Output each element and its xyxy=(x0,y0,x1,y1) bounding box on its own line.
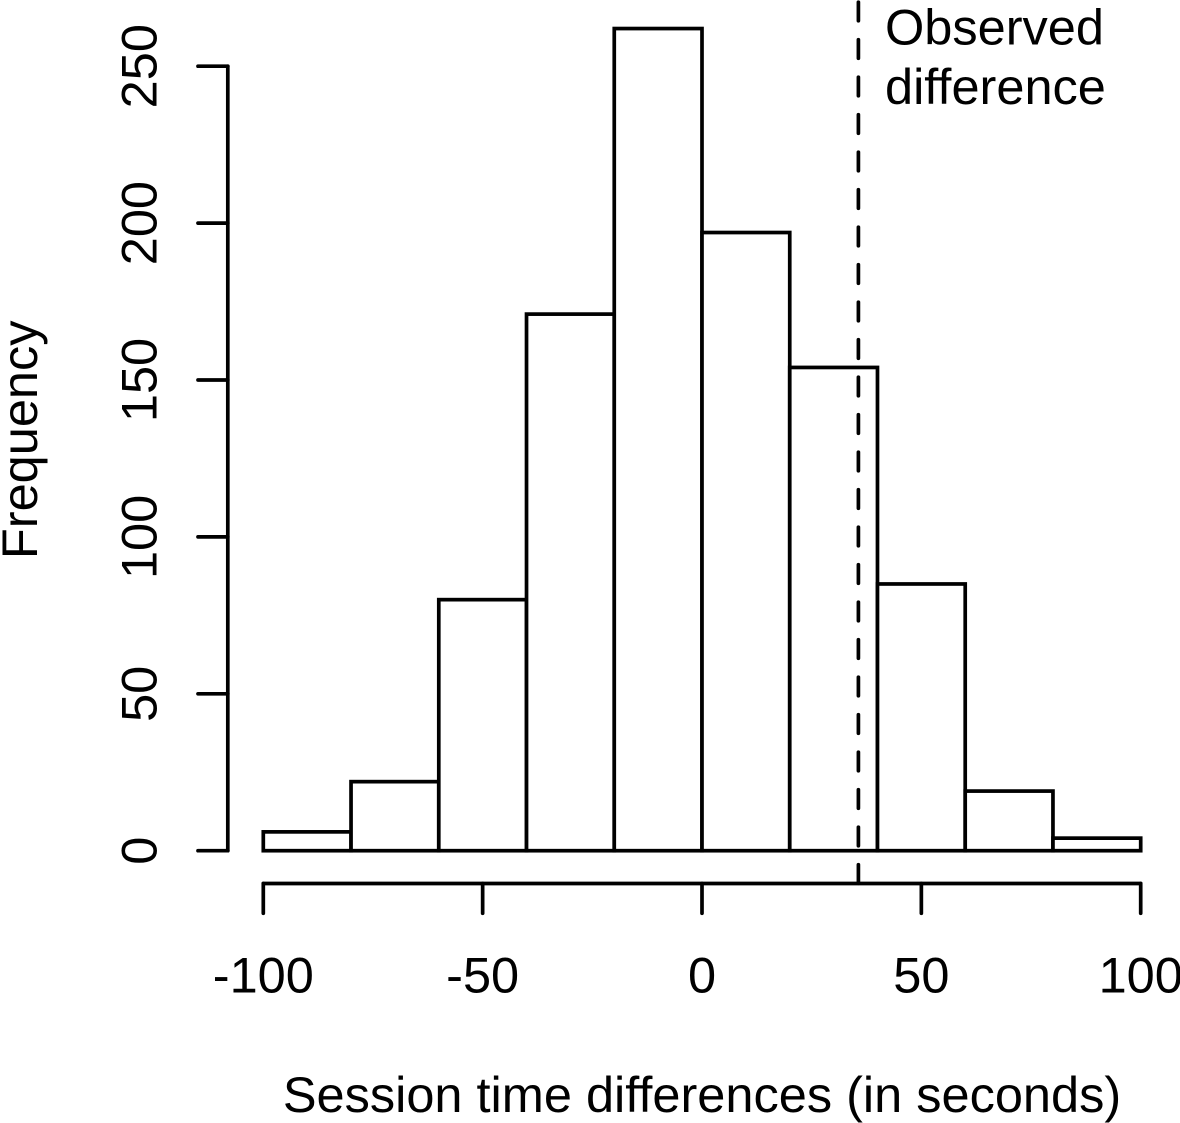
svg-text:50: 50 xyxy=(893,946,949,1003)
svg-text:200: 200 xyxy=(111,181,168,265)
svg-text:50: 50 xyxy=(111,666,168,722)
svg-text:Observed: Observed xyxy=(885,0,1104,56)
svg-text:100: 100 xyxy=(1099,946,1180,1003)
svg-text:Session time differences (in s: Session time differences (in seconds) xyxy=(283,1066,1121,1123)
svg-text:100: 100 xyxy=(111,495,168,579)
svg-text:-100: -100 xyxy=(213,946,314,1003)
svg-text:0: 0 xyxy=(111,837,168,865)
svg-text:0: 0 xyxy=(688,946,716,1003)
svg-text:250: 250 xyxy=(111,24,168,108)
svg-text:150: 150 xyxy=(111,338,168,422)
svg-text:Frequency: Frequency xyxy=(0,320,48,559)
svg-text:difference: difference xyxy=(885,58,1106,115)
svg-text:-50: -50 xyxy=(446,946,519,1003)
